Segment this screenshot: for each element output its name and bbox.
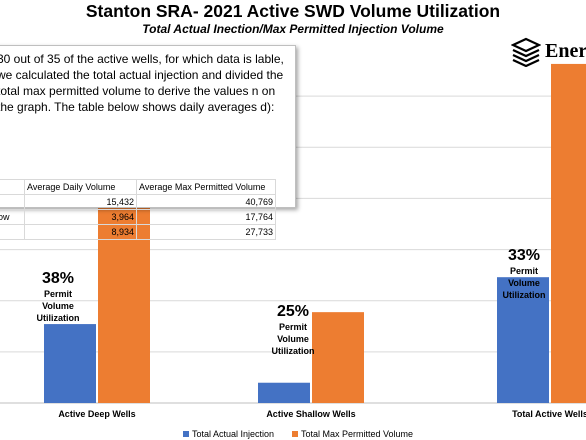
utilization-label: Volume [42,301,74,311]
category-label: Active Shallow Wells [266,409,355,419]
table-cell: 17,764 [136,209,276,225]
legend-swatch [292,431,298,437]
table-cell: 27,733 [136,224,276,240]
utilization-percent: 25% [277,303,309,320]
table-cell: 40,769 [136,194,276,210]
legend-swatch [183,431,189,437]
averages-table: Average Daily Volume Average Max Permitt… [0,179,276,240]
table-cell: llow [0,209,25,225]
bar-actual-injection [497,277,549,403]
table-cell: 3,964 [24,209,137,225]
chart-title: Stanton SRA- 2021 Active SWD Volume Util… [85,1,501,21]
legend-item-actual-injection: Total Actual Injection [183,429,274,439]
utilization-label: Volume [508,278,540,288]
legend-label: Total Max Permitted Volume [301,429,414,439]
utilization-label: Utilization [272,346,315,356]
table-header [0,179,25,195]
info-text: 30 out of 35 of the active wells, for wh… [0,52,284,114]
table-header-row: Average Daily Volume Average Max Permitt… [0,179,276,195]
category-label: Active Deep Wells [58,409,135,419]
category-label: Total Active Wells [512,409,586,419]
table-header: Average Daily Volume [24,179,137,195]
utilization-label: Utilization [503,290,546,300]
bar-actual-injection [258,382,310,403]
legend-label: Total Actual Injection [192,429,275,439]
utilization-label: Permit [279,322,307,332]
chart-subtitle: Total Actual Inection/Max Permitted Inje… [142,22,444,36]
table-row: 8,934 27,733 [0,224,276,240]
table-row: llow 3,964 17,764 [0,209,276,225]
info-text-box: 30 out of 35 of the active wells, for wh… [0,45,296,240]
table-header: Average Max Permitted Volume [136,179,276,195]
utilization-label: Volume [277,334,309,344]
table-cell: p [0,194,25,210]
table-cell: 8,934 [24,224,137,240]
utilization-percent: 33% [508,247,540,264]
table-cell [0,224,25,240]
bar-actual-injection [44,324,96,403]
table-row: p 15,432 40,769 [0,194,276,210]
logo-text: Ener [545,40,586,62]
legend-item-max-permitted: Total Max Permitted Volume [292,429,413,439]
utilization-label: Permit [510,266,538,276]
bar-max-permitted [551,63,586,404]
utilization-percent: 38% [42,270,74,287]
utilization-label: Permit [44,289,72,299]
utilization-label: Utilization [37,313,80,323]
table-cell: 15,432 [24,194,137,210]
logo-icon [511,37,541,67]
bar-max-permitted [312,312,364,403]
